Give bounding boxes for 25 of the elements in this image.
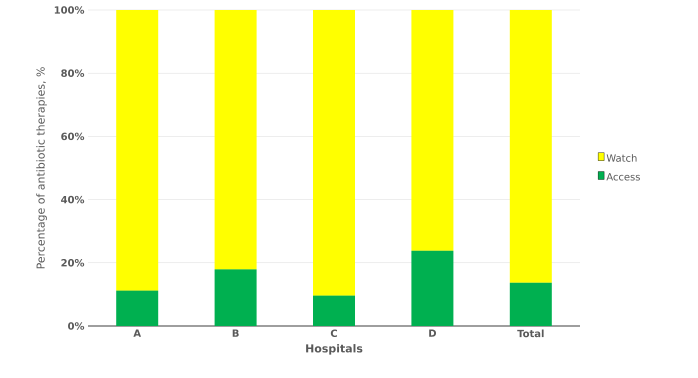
x-tick-label: Total	[517, 330, 544, 338]
y-tick-label: 40%	[61, 196, 84, 204]
x-axis-title: Hospitals	[306, 344, 362, 355]
bar	[510, 282, 552, 326]
y-tick-label: 60%	[61, 132, 84, 140]
bar	[510, 10, 552, 283]
bar	[313, 296, 356, 326]
y-tick-label: 20%	[61, 259, 84, 267]
y-tick-label: 100%	[54, 6, 84, 14]
y-tick-label: 80%	[61, 69, 84, 77]
bar	[214, 269, 257, 326]
y-axis-title: Percentage of antibiotic therapies, %	[36, 67, 47, 268]
x-tick-label: C	[330, 330, 338, 338]
bar	[313, 10, 356, 296]
bar	[214, 10, 257, 270]
legend-label: Watch	[606, 154, 637, 162]
y-tick-label: 0%	[68, 322, 84, 330]
bar	[411, 250, 454, 326]
legend-label: Access	[606, 173, 640, 181]
bar	[116, 290, 158, 326]
x-tick-label: A	[133, 330, 142, 337]
bar	[411, 10, 454, 251]
x-tick-label: B	[232, 330, 239, 337]
bar	[116, 10, 158, 291]
x-tick-label: D	[429, 330, 436, 337]
